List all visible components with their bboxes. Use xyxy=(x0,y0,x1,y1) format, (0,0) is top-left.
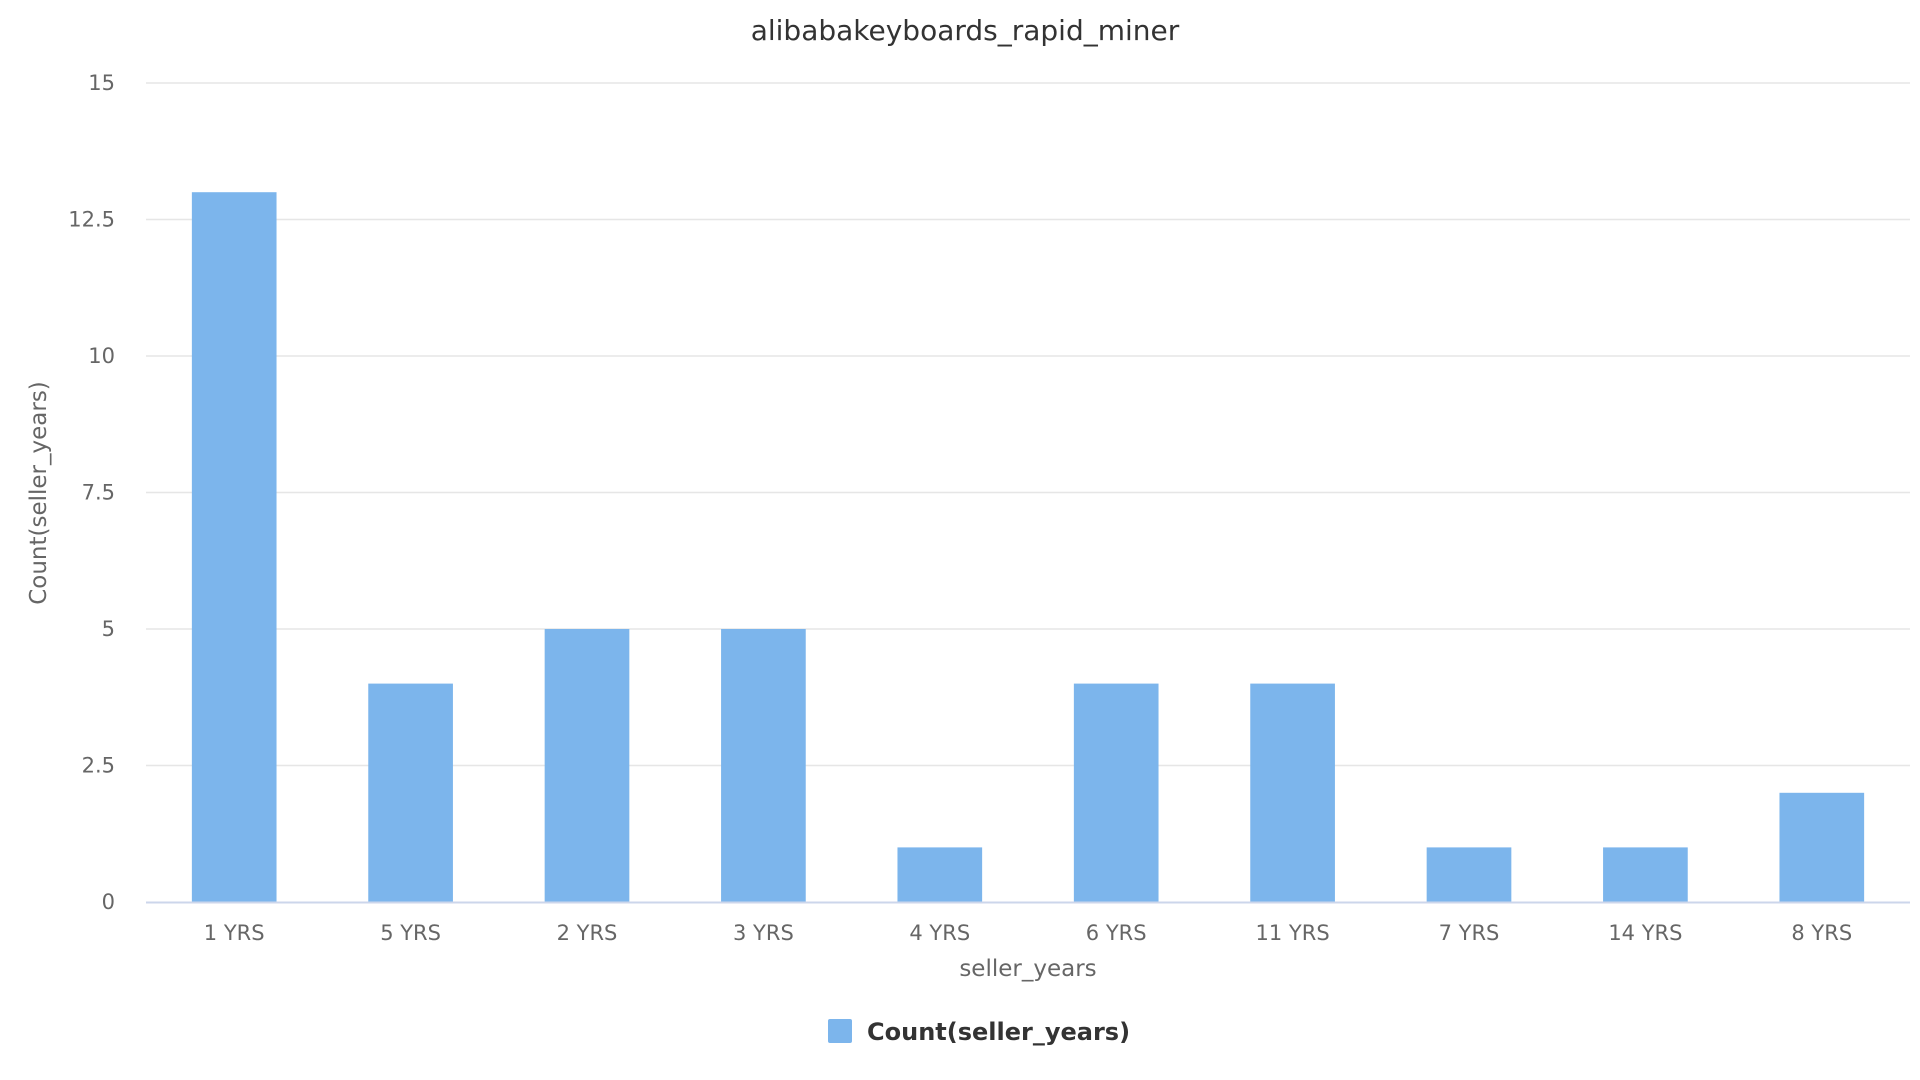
x-tick-label: 11 YRS xyxy=(1256,921,1330,945)
bar-4-yrs[interactable] xyxy=(897,847,983,902)
bar-14-yrs[interactable] xyxy=(1603,847,1688,902)
y-tick-label: 12.5 xyxy=(68,208,115,232)
y-tick-label: 2.5 xyxy=(82,754,115,778)
x-tick-label: 3 YRS xyxy=(733,921,794,945)
bar-11-yrs[interactable] xyxy=(1250,683,1335,902)
x-tick-label: 7 YRS xyxy=(1439,921,1500,945)
x-tick-label: 8 YRS xyxy=(1791,921,1852,945)
x-tick-label: 14 YRS xyxy=(1608,921,1682,945)
bar-7-yrs[interactable] xyxy=(1426,847,1512,902)
bar-8-yrs[interactable] xyxy=(1779,792,1865,902)
bar-3-yrs[interactable] xyxy=(721,629,806,902)
bar-5-yrs[interactable] xyxy=(368,683,453,902)
y-tick-labels: 0 2.5 5 7.5 10 12.5 15 xyxy=(68,71,115,914)
bar-6-yrs[interactable] xyxy=(1073,683,1159,902)
bar-1-yrs[interactable] xyxy=(191,192,277,902)
x-tick-labels: 1 YRS 5 YRS 2 YRS 3 YRS 4 YRS 6 YRS 11 YRS 7 YR… xyxy=(204,921,1852,945)
x-tick-label: 1 YRS xyxy=(204,921,265,945)
y-axis-title: Count(seller_years) xyxy=(26,381,52,605)
y-tick-label: 15 xyxy=(88,71,115,95)
x-axis-title: seller_years xyxy=(959,956,1096,982)
legend[interactable]: Count(seller_years) xyxy=(828,1018,1130,1046)
x-tick-label: 4 YRS xyxy=(909,921,970,945)
legend-label[interactable]: Count(seller_years) xyxy=(867,1018,1130,1046)
x-tick-label: 6 YRS xyxy=(1086,921,1147,945)
x-tick-label: 2 YRS xyxy=(557,921,618,945)
chart-title: alibabakeyboards_rapid_miner xyxy=(751,14,1180,47)
y-tick-label: 7.5 xyxy=(82,481,115,505)
gridlines xyxy=(146,82,1910,767)
bars xyxy=(191,192,1865,902)
y-tick-label: 5 xyxy=(102,617,115,641)
bar-2-yrs[interactable] xyxy=(544,629,630,902)
y-tick-label: 10 xyxy=(88,344,115,368)
x-tick-label: 5 YRS xyxy=(380,921,441,945)
y-tick-label: 0 xyxy=(102,890,115,914)
legend-swatch[interactable] xyxy=(828,1019,852,1043)
